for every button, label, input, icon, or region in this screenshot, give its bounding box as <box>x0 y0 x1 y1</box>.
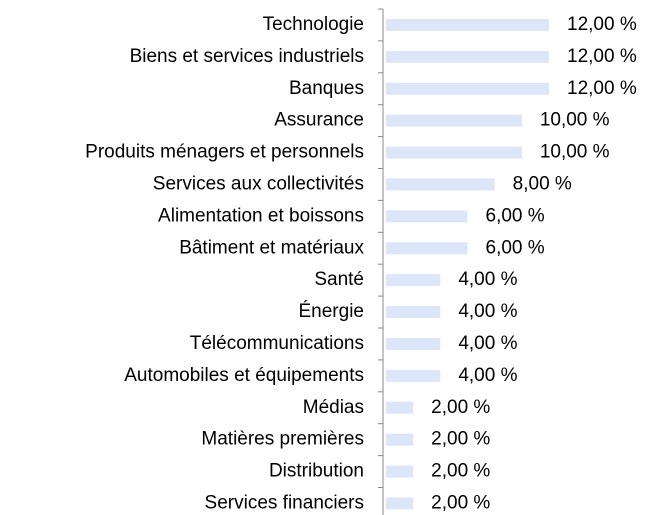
category-label: Bâtiment et matériaux <box>179 237 364 258</box>
bar <box>386 146 522 159</box>
value-label: 10,00 % <box>540 142 610 163</box>
bar <box>386 50 549 63</box>
category-label: Biens et services industriels <box>130 46 364 67</box>
value-label: 12,00 % <box>567 46 637 67</box>
category-label: Matières premières <box>201 429 364 450</box>
value-label: 2,00 % <box>431 461 490 482</box>
category-label: Produits ménagers et personnels <box>85 142 364 163</box>
value-label: 4,00 % <box>458 269 517 290</box>
category-label: Automobiles et équipements <box>124 365 364 386</box>
value-label: 2,00 % <box>431 397 490 418</box>
bar <box>386 242 468 255</box>
value-label: 6,00 % <box>486 205 545 226</box>
value-label: 2,00 % <box>431 429 490 450</box>
value-label: 4,00 % <box>458 333 517 354</box>
value-label: 6,00 % <box>486 237 545 258</box>
bar <box>386 274 441 287</box>
bar <box>386 82 549 95</box>
bar <box>386 497 414 510</box>
bar <box>386 210 468 223</box>
bar <box>386 114 522 127</box>
category-label: Technologie <box>263 14 364 35</box>
bar <box>386 401 414 414</box>
category-label: Santé <box>314 269 364 290</box>
value-label: 8,00 % <box>513 173 572 194</box>
value-label: 12,00 % <box>567 14 637 35</box>
value-label: 4,00 % <box>458 301 517 322</box>
category-label: Distribution <box>269 461 364 482</box>
value-label: 12,00 % <box>567 78 637 99</box>
category-label: Banques <box>289 78 364 99</box>
value-label: 10,00 % <box>540 110 610 131</box>
category-label: Services financiers <box>205 492 364 513</box>
bar <box>386 306 441 319</box>
category-label: Médias <box>303 397 364 418</box>
category-label: Télécommunications <box>190 333 364 354</box>
bar <box>386 433 414 446</box>
bar <box>386 178 495 191</box>
bar <box>386 369 441 382</box>
category-label: Services aux collectivités <box>153 173 364 194</box>
category-label: Énergie <box>299 301 365 322</box>
bar <box>386 18 549 31</box>
value-label: 4,00 % <box>458 365 517 386</box>
category-label: Alimentation et boissons <box>158 205 364 226</box>
bar <box>386 337 441 350</box>
value-label: 2,00 % <box>431 492 490 513</box>
category-label: Assurance <box>274 110 364 131</box>
bar <box>386 465 414 478</box>
